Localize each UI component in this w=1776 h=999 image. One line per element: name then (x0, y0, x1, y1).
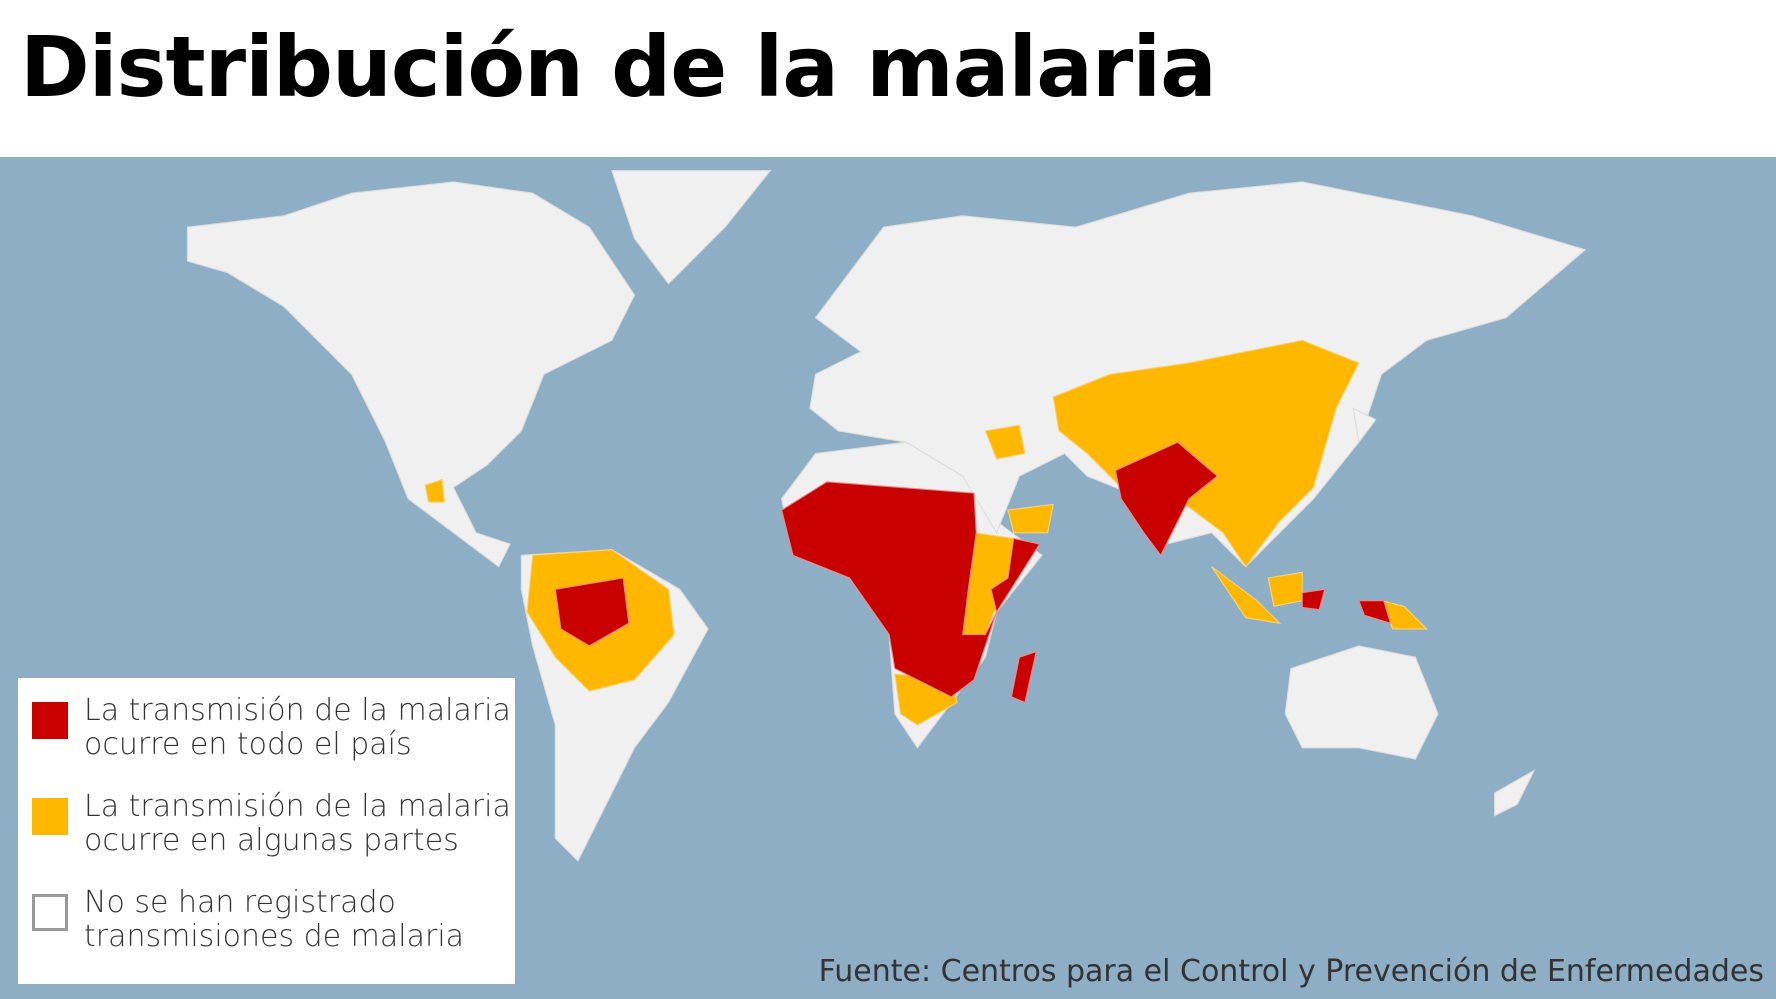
legend-label-line2: ocurre en todo el país (84, 727, 412, 762)
source-caption: Fuente: Centros para el Control y Preven… (818, 954, 1764, 989)
legend-swatch-yellow (32, 798, 68, 835)
region-full-new-guinea (1357, 600, 1392, 625)
australia (1284, 645, 1439, 760)
region-full-somalia (990, 537, 1041, 614)
legend-swatch-red (32, 702, 68, 739)
region-partial-yemen (1007, 503, 1054, 534)
north-america (186, 181, 636, 568)
region-full-africa (780, 481, 998, 698)
legend-text: No se han registrado transmisiones de ma… (84, 886, 464, 954)
legend-text: La transmisión de la malaria ocurre en t… (84, 694, 511, 762)
legend-label-line2: ocurre en algunas partes (84, 823, 459, 858)
legend-label-line2: transmisiones de malaria (84, 919, 465, 954)
region-full-madagascar (1010, 650, 1038, 704)
japan (1352, 407, 1377, 444)
new-zealand (1494, 768, 1536, 817)
region-partial-middle-east (984, 424, 1026, 460)
page-title: Distribución de la malaria (20, 18, 1217, 116)
region-partial-borneo (1267, 571, 1303, 607)
map-svg (186, 170, 1587, 862)
legend-label-line1: No se han registrado (84, 885, 396, 920)
legend-text: La transmisión de la malaria ocurre en a… (84, 790, 511, 858)
legend-item-none: No se han registrado transmisiones de ma… (32, 886, 464, 954)
region-full-brazil (554, 577, 630, 647)
map-legend: La transmisión de la malaria ocurre en t… (18, 678, 515, 984)
legend-item-full: La transmisión de la malaria ocurre en t… (32, 694, 511, 762)
greenland (611, 170, 772, 285)
legend-label-line1: La transmisión de la malaria (84, 693, 511, 728)
legend-label-line1: La transmisión de la malaria (84, 789, 511, 824)
legend-item-partial: La transmisión de la malaria ocurre en a… (32, 790, 511, 858)
region-partial-asia (1052, 339, 1360, 568)
region-partial-sumatra (1211, 566, 1282, 625)
region-full-india (1114, 441, 1219, 557)
region-full-indonesia-east (1301, 588, 1326, 611)
legend-swatch-empty (32, 894, 68, 931)
region-partial-central-america (424, 478, 445, 503)
